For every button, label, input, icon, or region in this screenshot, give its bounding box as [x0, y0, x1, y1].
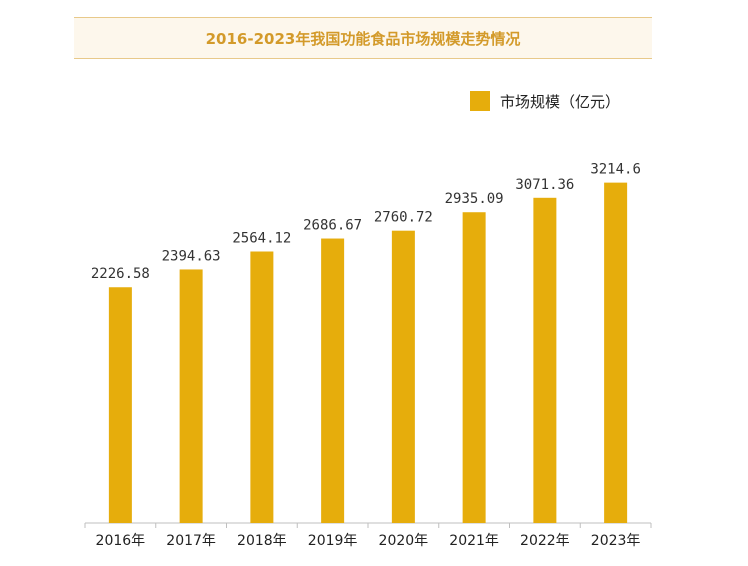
data-label: 2760.72 — [374, 210, 433, 226]
data-label: 2686.67 — [303, 218, 362, 234]
bar — [533, 197, 557, 523]
chart-title: 2016-2023年我国功能食品市场规模走势情况 — [205, 29, 521, 48]
bar — [108, 287, 132, 523]
data-label: 2226.58 — [91, 266, 150, 282]
x-tick-label: 2021年 — [449, 533, 499, 549]
data-label: 2564.12 — [232, 231, 291, 247]
chart-title-bar: 2016-2023年我国功能食品市场规模走势情况 — [74, 17, 652, 59]
bar — [462, 212, 486, 523]
legend: 市场规模（亿元） — [470, 90, 620, 112]
x-tick-label: 2019年 — [308, 533, 358, 549]
legend-swatch — [470, 91, 490, 111]
x-tick-label: 2023年 — [591, 533, 641, 549]
bar — [604, 182, 628, 523]
data-label: 3071.36 — [515, 177, 574, 193]
bar — [179, 269, 203, 523]
data-label: 2935.09 — [445, 191, 504, 207]
x-tick-label: 2018年 — [237, 533, 287, 549]
data-label: 2394.63 — [162, 248, 221, 264]
x-tick-label: 2022年 — [520, 533, 570, 549]
legend-label: 市场规模（亿元） — [500, 92, 621, 111]
x-tick-label: 2016年 — [96, 533, 146, 549]
x-tick-label: 2020年 — [379, 533, 429, 549]
data-label: 3214.6 — [590, 162, 641, 178]
bar — [250, 251, 274, 523]
bar — [321, 238, 345, 523]
bar — [391, 230, 415, 523]
x-tick-label: 2017年 — [166, 533, 216, 549]
